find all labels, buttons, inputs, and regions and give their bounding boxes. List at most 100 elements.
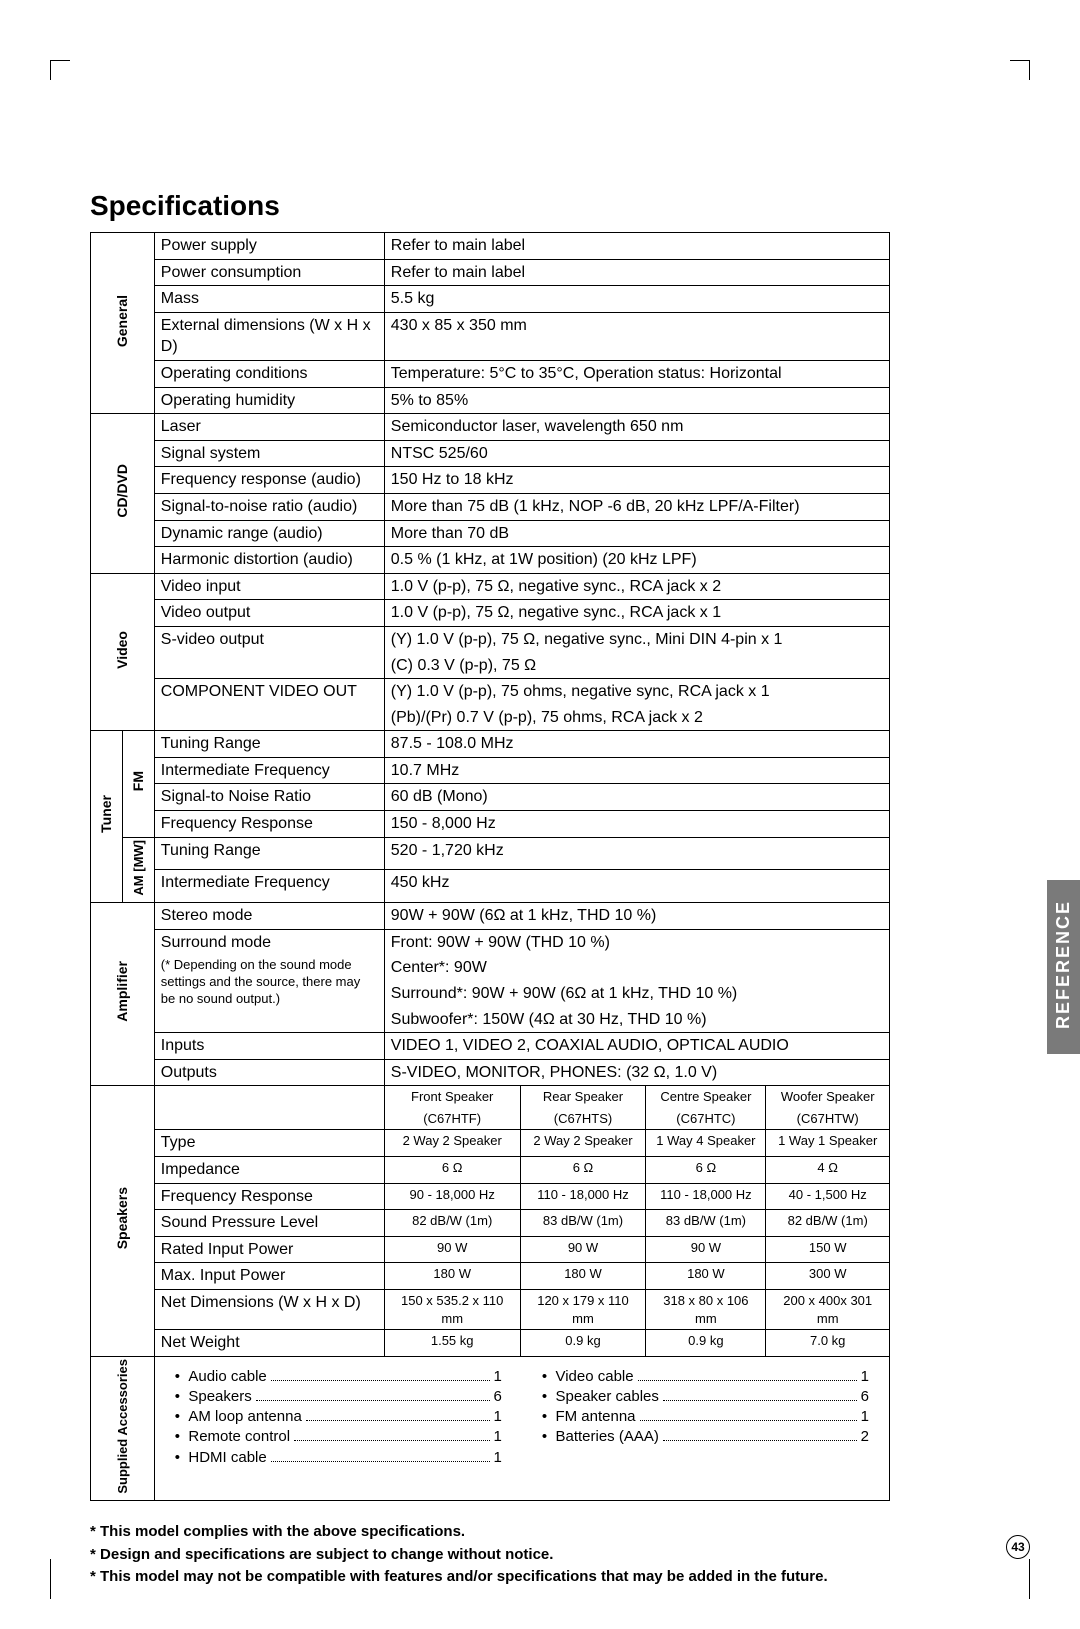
- section-video: Video: [113, 631, 132, 669]
- speaker-model: (C67HTW): [766, 1108, 890, 1130]
- footnote: * This model complies with the above spe…: [90, 1521, 1020, 1544]
- accessory-item: • Speakers6: [175, 1387, 502, 1407]
- spec-key: Video output: [154, 600, 384, 627]
- spec-key: Video input: [154, 573, 384, 600]
- spec-key: Frequency Response: [154, 1183, 384, 1210]
- spec-val: 180 W: [520, 1263, 646, 1290]
- spec-val: 82 dB/W (1m): [766, 1210, 890, 1237]
- spec-val: 40 - 1,500 Hz: [766, 1183, 890, 1210]
- spec-key: Frequency Response: [154, 811, 384, 838]
- spec-val: 1 Way 1 Speaker: [766, 1130, 890, 1157]
- accessories-list: • Audio cable1• Speakers6• AM loop anten…: [175, 1367, 869, 1468]
- spec-val: (Y) 1.0 V (p-p), 75 Ω, negative sync., M…: [384, 626, 889, 652]
- accessory-item: • AM loop antenna1: [175, 1407, 502, 1427]
- spec-key: External dimensions (W x H x D): [154, 312, 384, 360]
- spec-val: 7.0 kg: [766, 1330, 890, 1357]
- spec-val: 1 Way 4 Speaker: [646, 1130, 766, 1157]
- spec-key: Surround mode: [154, 929, 384, 955]
- spec-val: 90 W: [384, 1236, 520, 1263]
- spec-key: Outputs: [154, 1059, 384, 1086]
- spec-key: Operating humidity: [154, 387, 384, 414]
- spec-key: Net Weight: [154, 1330, 384, 1357]
- spec-val: 1.55 kg: [384, 1330, 520, 1357]
- spec-key: Operating conditions: [154, 360, 384, 387]
- spec-key: COMPONENT VIDEO OUT: [154, 679, 384, 731]
- section-cddvd: CD/DVD: [113, 464, 132, 518]
- section-speakers: Speakers: [113, 1187, 132, 1249]
- spec-val: 5% to 85%: [384, 387, 889, 414]
- spec-val: Temperature: 5°C to 35°C, Operation stat…: [384, 360, 889, 387]
- spec-val: 83 dB/W (1m): [646, 1210, 766, 1237]
- accessory-item: • FM antenna1: [542, 1407, 869, 1427]
- spec-key: Intermediate Frequency: [154, 757, 384, 784]
- amplifier-note: (* Depending on the sound mode settings …: [154, 955, 384, 1032]
- spec-key: Signal system: [154, 440, 384, 467]
- spec-val: 430 x 85 x 350 mm: [384, 312, 889, 360]
- spec-val: 90 W: [520, 1236, 646, 1263]
- spec-val: S-VIDEO, MONITOR, PHONES: (32 Ω, 1.0 V): [384, 1059, 889, 1086]
- spec-val: Front: 90W + 90W (THD 10 %): [384, 929, 889, 955]
- spec-val: (Pb)/(Pr) 0.7 V (p-p), 75 ohms, RCA jack…: [384, 705, 889, 731]
- spec-key: Frequency response (audio): [154, 467, 384, 494]
- spec-val: 4 Ω: [766, 1156, 890, 1183]
- footnote: * Design and specifications are subject …: [90, 1544, 1020, 1567]
- spec-val: 1.0 V (p-p), 75 Ω, negative sync., RCA j…: [384, 600, 889, 627]
- spec-key: Stereo mode: [154, 903, 384, 930]
- section-am: AM [MW]: [130, 840, 148, 896]
- footnote: * This model may not be compatible with …: [90, 1566, 1020, 1589]
- spec-val: 200 x 400x 301 mm: [766, 1289, 890, 1329]
- spec-key: Impedance: [154, 1156, 384, 1183]
- spec-val: 90 W: [646, 1236, 766, 1263]
- spec-val: 180 W: [646, 1263, 766, 1290]
- spec-val: 87.5 - 108.0 MHz: [384, 731, 889, 758]
- spec-val: 300 W: [766, 1263, 890, 1290]
- spec-val: 110 - 18,000 Hz: [646, 1183, 766, 1210]
- spec-val: Refer to main label: [384, 233, 889, 260]
- page-title: Specifications: [90, 190, 1020, 222]
- spec-val: 90W + 90W (6Ω at 1 kHz, THD 10 %): [384, 903, 889, 930]
- accessory-item: • Batteries (AAA)2: [542, 1427, 869, 1447]
- spec-val: 0.9 kg: [520, 1330, 646, 1357]
- section-fm: FM: [129, 771, 148, 791]
- spec-val: 1.0 V (p-p), 75 Ω, negative sync., RCA j…: [384, 573, 889, 600]
- spec-val: 6 Ω: [646, 1156, 766, 1183]
- spec-val: 520 - 1,720 kHz: [384, 837, 889, 870]
- spec-key: Sound Pressure Level: [154, 1210, 384, 1237]
- spec-val: 6 Ω: [384, 1156, 520, 1183]
- spec-val: 10.7 MHz: [384, 757, 889, 784]
- spec-val: 150 x 535.2 x 110 mm: [384, 1289, 520, 1329]
- spec-val: 6 Ω: [520, 1156, 646, 1183]
- spec-val: More than 70 dB: [384, 520, 889, 547]
- accessory-item: • Video cable1: [542, 1367, 869, 1387]
- spec-val: 150 - 8,000 Hz: [384, 811, 889, 838]
- spec-key: Signal-to Noise Ratio: [154, 784, 384, 811]
- spec-key: Type: [154, 1130, 384, 1157]
- spec-val: 150 Hz to 18 kHz: [384, 467, 889, 494]
- spec-val: 0.9 kg: [646, 1330, 766, 1357]
- section-general: General: [113, 295, 132, 347]
- spec-key: Mass: [154, 286, 384, 313]
- spec-key: Max. Input Power: [154, 1263, 384, 1290]
- speaker-header: Centre Speaker: [646, 1086, 766, 1108]
- speaker-header: Woofer Speaker: [766, 1086, 890, 1108]
- spec-val: 450 kHz: [384, 870, 889, 903]
- speaker-model: (C67HTS): [520, 1108, 646, 1130]
- specifications-table: General Power supply Refer to main label…: [90, 232, 890, 1501]
- spec-val: More than 75 dB (1 kHz, NOP -6 dB, 20 kH…: [384, 493, 889, 520]
- spec-key: Dynamic range (audio): [154, 520, 384, 547]
- speaker-header: Rear Speaker: [520, 1086, 646, 1108]
- spec-val: 180 W: [384, 1263, 520, 1290]
- speaker-header: Front Speaker: [384, 1086, 520, 1108]
- spec-val: Semiconductor laser, wavelength 650 nm: [384, 414, 889, 441]
- spec-val: 0.5 % (1 kHz, at 1W position) (20 kHz LP…: [384, 547, 889, 574]
- accessory-item: • Speaker cables6: [542, 1387, 869, 1407]
- spec-val: Surround*: 90W + 90W (6Ω at 1 kHz, THD 1…: [384, 981, 889, 1007]
- spec-key: Inputs: [154, 1033, 384, 1060]
- spec-val: 318 x 80 x 106 mm: [646, 1289, 766, 1329]
- section-amplifier: Amplifier: [113, 961, 132, 1022]
- spec-key: Signal-to-noise ratio (audio): [154, 493, 384, 520]
- spec-val: NTSC 525/60: [384, 440, 889, 467]
- spec-key: Tuning Range: [154, 837, 384, 870]
- spec-key: Harmonic distortion (audio): [154, 547, 384, 574]
- spec-key: Rated Input Power: [154, 1236, 384, 1263]
